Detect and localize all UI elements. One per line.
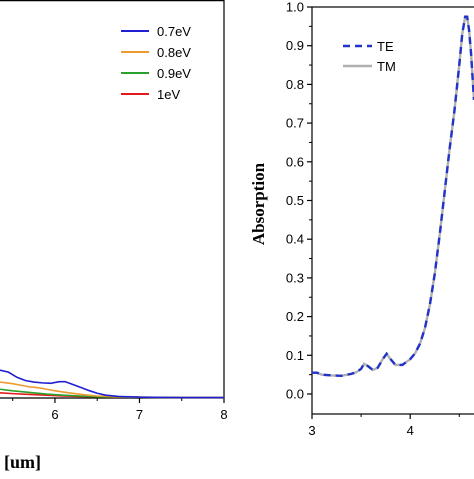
left-x-axis-label: [um] <box>4 452 41 472</box>
legend-label-te: TE <box>377 39 394 54</box>
right-y-tick-label: 1.0 <box>286 0 304 15</box>
right-y-tick-label: 0.4 <box>286 232 304 247</box>
right-y-tick-label: 0.7 <box>286 116 304 131</box>
series-line-te <box>312 15 474 378</box>
right-series-lines <box>312 15 474 378</box>
left-x-tick-label: 6 <box>51 407 58 422</box>
right-plot-frame <box>311 6 474 415</box>
legend-label-0-9ev: 0.9eV <box>157 66 191 81</box>
left-x-ticks: 6 7 8 <box>12 398 228 422</box>
right-y-tick-label: 0.5 <box>286 193 304 208</box>
series-line-0-7ev <box>0 369 224 399</box>
right-y-ticks: 0.0 0.1 0.2 0.3 0.4 0.5 0.6 0.7 0.8 0.9 1.0 <box>286 0 312 402</box>
left-legend: 0.7eV 0.8eV 0.9eV 1eV <box>121 24 191 102</box>
legend-label-0-8ev: 0.8eV <box>157 45 191 60</box>
right-y-tick-label: 0.0 <box>286 387 304 402</box>
right-y-tick-label: 0.6 <box>286 154 304 169</box>
right-y-tick-label: 0.8 <box>286 77 304 92</box>
right-y-tick-label: 0.3 <box>286 270 304 285</box>
right-y-axis-label: Absorption <box>249 162 268 245</box>
right-x-tick-label: 3 <box>308 423 315 438</box>
right-y-tick-label: 0.1 <box>286 348 304 363</box>
right-y-tick-label: 0.2 <box>286 309 304 324</box>
legend-label-1ev: 1eV <box>157 87 180 102</box>
legend-label-tm: TM <box>377 59 396 74</box>
left-x-tick-label: 8 <box>220 407 227 422</box>
left-chart: 6 7 8 0.7eV 0.8eV 0.9eV 1eV [um] <box>0 0 228 472</box>
right-y-tick-label: 0.9 <box>286 38 304 53</box>
right-x-tick-label: 4 <box>407 423 414 438</box>
right-legend: TE TM <box>343 39 396 74</box>
left-series-lines <box>0 369 224 399</box>
legend-label-0-7ev: 0.7eV <box>157 24 191 39</box>
left-x-tick-label: 7 <box>136 407 143 422</box>
